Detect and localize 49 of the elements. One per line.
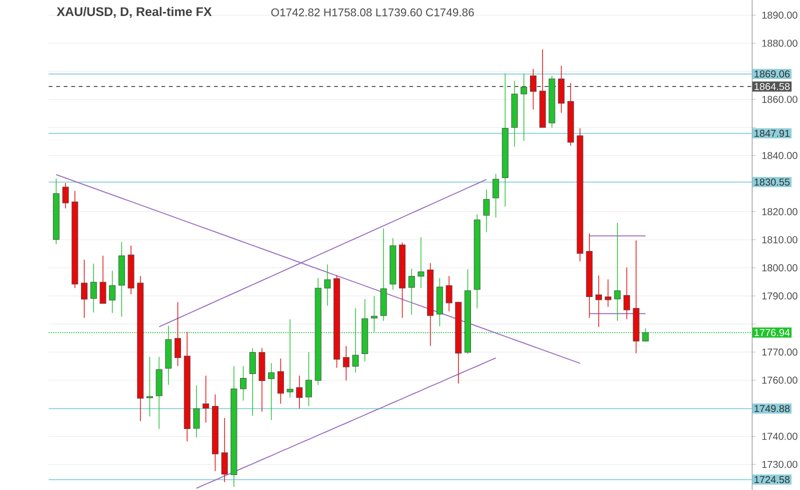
candlestick (614, 222, 621, 322)
candlestick (193, 385, 200, 438)
candlestick (249, 348, 256, 416)
candlestick (221, 418, 228, 482)
ref-line-label: 1830.55 (754, 178, 790, 186)
candlestick (81, 259, 88, 318)
candlestick (202, 375, 210, 423)
y-tick-label: 1770.00 (762, 348, 798, 356)
candlestick (492, 173, 500, 218)
ref-line-label: 1724.58 (754, 476, 790, 484)
ref-line-label: 1749.88 (754, 404, 790, 412)
y-tick-label: 1810.00 (762, 236, 798, 244)
line-series (196, 357, 496, 489)
candlestick (595, 274, 602, 328)
candlestick (277, 358, 284, 404)
candlestick (446, 276, 452, 312)
candlestick (418, 236, 424, 288)
ref-line-label: 1864.58 (754, 82, 790, 90)
candlestick (90, 263, 97, 313)
y-tick-label: 1790.00 (762, 292, 798, 300)
ref-line-label: 1847.91 (754, 130, 790, 137)
chart-title: XAU/USD, D, Real-time FX (56, 6, 212, 18)
candlestick (483, 189, 490, 232)
y-tick-label: 1820.00 (762, 208, 798, 216)
y-tick-label: 1730.00 (762, 460, 798, 468)
candlestick (62, 182, 69, 209)
candlestick (174, 302, 182, 366)
candlestick (296, 375, 303, 409)
candlestick (268, 362, 275, 420)
text: O1742.82 H1758.08 L1739.60 C1749.86 (271, 8, 474, 16)
candlestick (240, 366, 247, 401)
y-tick-label: 1800.00 (762, 264, 798, 272)
y-tick-label: 1890.00 (762, 12, 798, 19)
candlestick (100, 255, 106, 304)
candlestick (146, 356, 153, 417)
ref-line-label: 1776.94 (754, 328, 790, 336)
candlestick (109, 270, 116, 314)
y-tick-label: 1840.00 (762, 152, 798, 159)
y-tick-label: 1880.00 (762, 40, 798, 47)
candlestick (324, 264, 331, 306)
y-tick-label: 1740.00 (762, 432, 798, 440)
ref-line-label: 1869.06 (754, 70, 790, 78)
candlestick (408, 268, 415, 316)
candlestick (342, 345, 350, 381)
candlestick (624, 267, 630, 320)
y-tick-label: 1760.00 (762, 376, 798, 384)
candlestick (604, 278, 612, 308)
candlestick (306, 352, 312, 407)
y-tick-label: 1860.00 (762, 96, 798, 103)
